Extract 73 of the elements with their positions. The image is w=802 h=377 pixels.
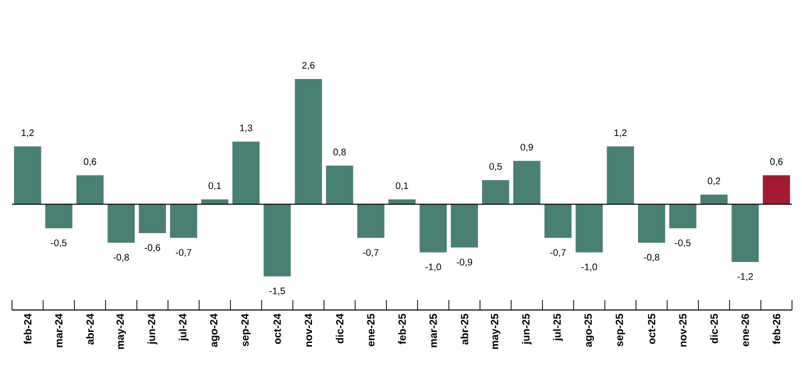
data-label: -0,7 — [550, 249, 566, 257]
x-tick-label: jul-24 — [178, 314, 188, 341]
bar — [326, 166, 354, 204]
data-label: 0,8 — [333, 148, 346, 156]
data-label: -0,7 — [363, 249, 378, 257]
bar — [606, 146, 634, 204]
x-tick-label: feb-25 — [398, 314, 406, 344]
bar — [700, 194, 728, 204]
x-tick-label: feb-24 — [24, 314, 32, 344]
data-label: -0,5 — [675, 239, 691, 248]
bar — [108, 204, 135, 243]
bar — [14, 146, 42, 204]
data-label: -0,8 — [113, 254, 129, 262]
x-tick-label: mar-24 — [55, 314, 63, 348]
x-tick-label: nov-25 — [679, 314, 687, 347]
x-tick-label: jun-25 — [522, 314, 532, 344]
data-label: -0,5 — [51, 239, 67, 248]
bar — [732, 204, 759, 262]
x-tick-label: abr-25 — [460, 314, 468, 345]
data-label: 0,1 — [208, 182, 221, 190]
bar — [482, 180, 510, 204]
x-tick-label: may-24 — [116, 314, 126, 349]
bar — [294, 78, 322, 204]
data-label: 0,5 — [489, 163, 502, 171]
x-tick-label: mar-25 — [430, 314, 437, 348]
data-label: 0,9 — [520, 144, 533, 152]
x-tick-label: sep-24 — [241, 314, 251, 346]
x-tick-label: jul-25 — [553, 314, 563, 341]
data-label: -0,8 — [644, 254, 660, 262]
data-label: -1,0 — [581, 264, 597, 272]
bar — [669, 204, 696, 228]
x-tick-label: ago-25 — [584, 314, 594, 347]
bar — [762, 175, 790, 204]
data-label: 0,1 — [396, 182, 408, 190]
data-label: 1,2 — [614, 129, 627, 138]
bar — [138, 204, 166, 234]
x-tick-label: nov-24 — [304, 314, 312, 347]
x-tick-label: sep-25 — [616, 314, 626, 346]
x-tick-label: oct-25 — [648, 314, 656, 344]
bar — [638, 204, 666, 243]
x-tick-label: ene-25 — [367, 314, 375, 346]
data-label: 0,6 — [770, 158, 783, 166]
bar — [264, 204, 291, 276]
x-tick-label: may-25 — [490, 314, 500, 349]
bar — [450, 204, 478, 248]
data-label: -0,6 — [144, 244, 160, 252]
data-label: 0,2 — [708, 178, 720, 186]
data-label: -0,9 — [456, 258, 472, 267]
bar — [232, 142, 260, 204]
data-label: 0,6 — [84, 158, 96, 166]
data-label: -1,0 — [425, 264, 441, 272]
bar — [357, 204, 384, 238]
data-label: -0,7 — [176, 249, 192, 257]
x-tick-label: feb-26 — [772, 314, 780, 344]
data-label: -1,2 — [737, 273, 753, 282]
x-tick-label: dic-25 — [710, 314, 718, 344]
bar — [420, 204, 447, 252]
x-tick-label: oct-24 — [274, 314, 281, 344]
x-tick-label: dic-24 — [336, 314, 344, 344]
data-label: -1,5 — [269, 288, 285, 296]
bar — [513, 160, 540, 204]
bar — [576, 204, 603, 252]
bar — [45, 204, 72, 228]
x-tick-label: jun-24 — [148, 314, 158, 344]
data-label: 1,3 — [240, 124, 252, 132]
bar — [170, 204, 198, 238]
data-label: 2,6 — [302, 62, 315, 70]
data-label: 1,2 — [22, 129, 34, 138]
x-tick-label: ene-26 — [742, 314, 749, 346]
x-tick-label: ago-24 — [210, 314, 220, 347]
x-tick-label: abr-24 — [86, 314, 94, 345]
bar — [76, 175, 104, 204]
bar — [544, 204, 572, 238]
